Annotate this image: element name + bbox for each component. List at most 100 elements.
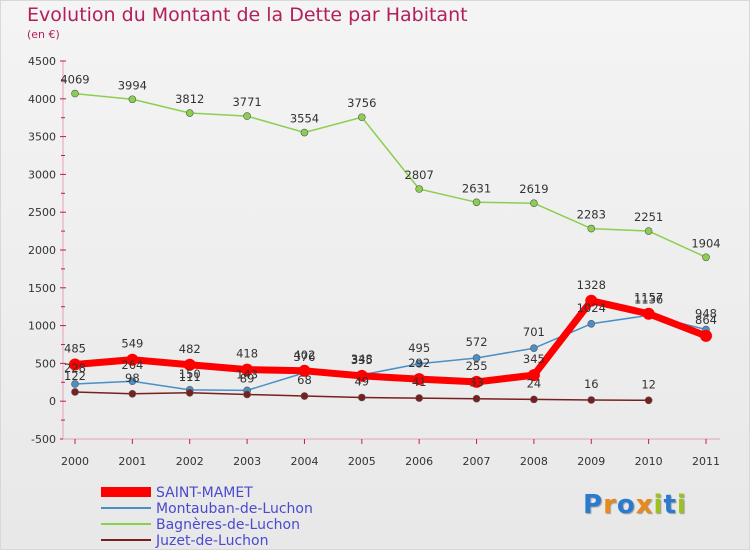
data-label-bagneres: 2807: [405, 168, 434, 182]
x-tick-label: 2009: [577, 455, 605, 468]
data-label-saint-mamet: 255: [466, 359, 488, 373]
data-point-juzet: [472, 394, 481, 403]
data-point-juzet: [185, 389, 194, 397]
y-tick-label: 4000: [28, 93, 56, 106]
data-label-juzet: 111: [179, 370, 201, 384]
data-point-bagneres: [300, 128, 309, 137]
data-label-montauban: 150: [179, 367, 201, 381]
data-point-bagneres: [702, 253, 710, 262]
data-point-juzet: [300, 392, 309, 400]
data-label-montauban: 1136: [634, 292, 663, 306]
data-point-juzet: [358, 393, 366, 402]
data-point-bagneres: [472, 198, 481, 207]
data-label-saint-mamet: 485: [64, 342, 86, 356]
legend-label-bagneres: Bagnères-de-Luchon: [156, 517, 300, 533]
legend-label-montauban: Montauban-de-Luchon: [156, 501, 313, 517]
data-label-montauban: 948: [695, 307, 717, 321]
x-tick-label: 2007: [463, 455, 491, 468]
data-point-bagneres: [358, 113, 366, 122]
data-point-juzet: [587, 396, 596, 404]
legend-label-saint-mamet: SAINT-MAMET: [156, 485, 253, 501]
x-tick-label: 2001: [118, 455, 146, 468]
series-line-montauban: [74, 314, 707, 392]
data-label-juzet: 89: [240, 371, 255, 385]
data-label-juzet: 41: [412, 375, 427, 389]
data-point-saint-mamet: [527, 369, 540, 382]
data-label-bagneres: 3554: [290, 112, 319, 126]
data-point-saint-mamet: [585, 294, 598, 307]
y-tick-label: 2000: [28, 244, 56, 257]
data-point-bagneres: [644, 227, 653, 235]
x-tick-label: 2002: [176, 455, 204, 468]
y-tick-label: -500: [31, 433, 56, 446]
data-point-saint-mamet: [126, 353, 139, 366]
data-point-bagneres: [185, 109, 194, 117]
data-point-bagneres: [587, 224, 596, 233]
x-tick-label: 2006: [405, 455, 433, 468]
data-label-juzet: 98: [125, 371, 140, 385]
data-point-juzet: [415, 394, 423, 402]
proxiti-logo: Proxiti: [583, 490, 687, 520]
data-point-saint-mamet: [298, 364, 311, 377]
data-label-saint-mamet: 1328: [577, 278, 606, 292]
data-label-bagneres: 3812: [175, 92, 204, 106]
data-point-saint-mamet: [642, 307, 655, 320]
data-label-saint-mamet: 418: [236, 347, 258, 361]
data-label-saint-mamet: 292: [408, 356, 430, 370]
series-line-bagneres: [74, 92, 707, 259]
data-label-montauban: 348: [351, 352, 373, 366]
data-point-bagneres: [415, 185, 423, 193]
data-label-saint-mamet: 345: [523, 352, 545, 366]
logo-letter: o: [616, 490, 636, 520]
data-labels: 485 549 482 418 402 335 292 255 345 1328 1157 864 22…: [60, 73, 720, 392]
y-tick-label: 1500: [28, 282, 56, 295]
chart-title: Evolution du Montant de la Dette par Hab…: [27, 4, 468, 26]
data-point-bagneres: [128, 95, 137, 104]
logo-letter: P: [583, 490, 604, 520]
data-label-juzet: 12: [641, 377, 656, 391]
data-label-montauban: 264: [121, 358, 143, 372]
x-tick-label: 2005: [348, 455, 376, 468]
logo-letter: i: [676, 490, 687, 520]
data-point-bagneres: [71, 89, 79, 98]
data-label-montauban: 701: [523, 325, 545, 339]
data-label-saint-mamet: 1157: [634, 291, 663, 305]
x-tick-label: 2008: [520, 455, 548, 468]
y-tick-label: 3500: [28, 131, 56, 144]
data-point-saint-mamet: [470, 375, 483, 388]
legend: SAINT-MAMETMontauban-de-LuchonBagnères-d…: [101, 485, 313, 549]
data-point-juzet: [644, 396, 653, 405]
data-point-saint-mamet: [700, 329, 712, 342]
y-tick-label: 2500: [28, 206, 56, 219]
logo-letter: i: [653, 490, 664, 520]
data-point-montauban: [472, 354, 481, 362]
data-point-juzet: [530, 395, 538, 404]
x-tick-label: 2000: [61, 455, 89, 468]
data-label-juzet: 49: [354, 374, 369, 388]
data-point-saint-mamet: [355, 369, 368, 382]
x-tick-label: 2004: [290, 455, 318, 468]
data-label-saint-mamet: 335: [351, 353, 373, 367]
data-label-saint-mamet: 482: [179, 342, 201, 356]
y-tick-label: 3000: [28, 168, 56, 181]
data-point-saint-mamet: [413, 373, 426, 386]
x-tick-label: 2011: [692, 455, 720, 468]
data-label-juzet: 24: [527, 376, 542, 390]
data-label-saint-mamet: 864: [695, 313, 717, 327]
data-point-juzet: [243, 390, 251, 399]
y-tick-label: 500: [35, 357, 56, 370]
data-label-montauban: 495: [408, 341, 430, 355]
data-label-montauban: 1024: [577, 301, 606, 315]
data-point-montauban: [415, 359, 423, 368]
data-label-bagneres: 4069: [60, 73, 89, 87]
data-label-bagneres: 2619: [519, 182, 548, 196]
data-label-juzet: 68: [297, 373, 312, 387]
data-label-juzet: 33: [469, 376, 484, 390]
data-label-bagneres: 3756: [347, 96, 376, 110]
data-point-montauban: [128, 377, 137, 386]
data-label-montauban: 376: [293, 350, 315, 364]
data-label-bagneres: 3771: [232, 95, 261, 109]
data-label-bagneres: 2631: [462, 181, 491, 195]
